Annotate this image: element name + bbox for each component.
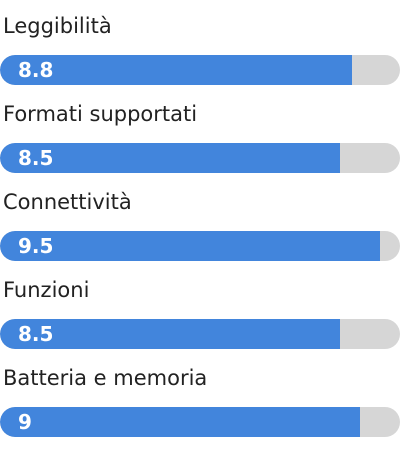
- rating-item-batteria-e-memoria: Batteria e memoria 9: [0, 352, 400, 440]
- rating-bar-fill: [0, 407, 360, 437]
- rating-bar-track: 9.5: [0, 231, 400, 261]
- rating-bar-track: 8.5: [0, 319, 400, 349]
- rating-value: 9: [18, 410, 32, 434]
- rating-bar-fill: [0, 143, 340, 173]
- rating-item-connettivita: Connettività 9.5: [0, 176, 400, 264]
- rating-item-formati-supportati: Formati supportati 8.5: [0, 88, 400, 176]
- rating-bar-fill: [0, 319, 340, 349]
- rating-bar-fill: [0, 55, 352, 85]
- rating-bar-track: 8.5: [0, 143, 400, 173]
- rating-value: 8.5: [18, 322, 54, 346]
- rating-bar-track: 9: [0, 407, 400, 437]
- rating-label: Connettività: [3, 190, 132, 214]
- rating-label: Batteria e memoria: [3, 366, 208, 390]
- rating-label: Formati supportati: [3, 102, 198, 126]
- rating-value: 9.5: [18, 234, 54, 258]
- rating-bar-track: 8.8: [0, 55, 400, 85]
- rating-value: 8.5: [18, 146, 54, 170]
- rating-value: 8.8: [18, 58, 54, 82]
- rating-label: Leggibilità: [3, 14, 112, 38]
- rating-item-funzioni: Funzioni 8.5: [0, 264, 400, 352]
- rating-label: Funzioni: [3, 278, 90, 302]
- rating-item-leggibilita: Leggibilità 8.8: [0, 0, 400, 88]
- rating-bar-fill: [0, 231, 380, 261]
